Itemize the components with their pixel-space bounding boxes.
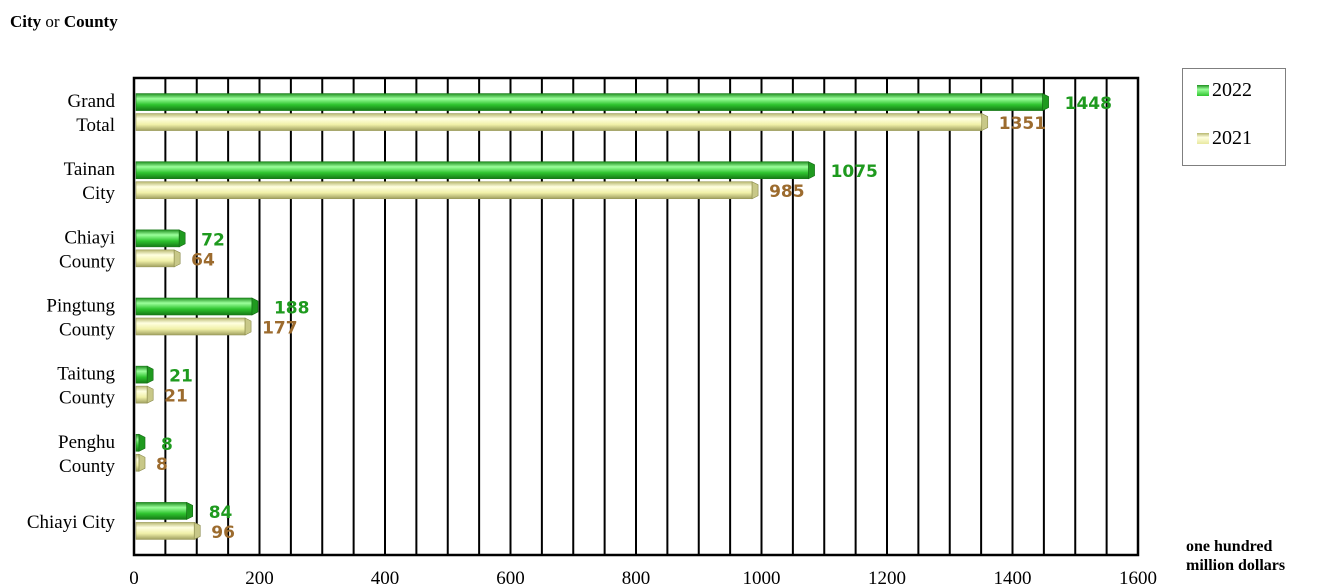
category-label-6-0: Chiayi City: [27, 512, 116, 533]
data-label-2022-3: 188: [274, 299, 310, 319]
bar-cap-2021-4: [146, 385, 154, 404]
data-label-2021-1: 985: [769, 182, 805, 202]
x-tick-label-5: 1000: [743, 568, 781, 588]
category-label-5-1: County: [59, 456, 115, 477]
category-label-3-1: County: [59, 320, 115, 341]
legend-item-2021: 2021: [1197, 127, 1252, 150]
category-label-4-0: Taitung: [57, 364, 115, 385]
category-label-2-1: County: [59, 251, 115, 272]
x-tick-label-8: 1600: [1119, 568, 1157, 588]
y-axis-title-connector: or: [45, 12, 60, 31]
data-label-2022-1: 1075: [831, 162, 878, 182]
bar-2021-0: [135, 113, 983, 131]
bar-cap-2022-6: [186, 501, 194, 520]
x-axis-unit-line-2: million dollars: [1186, 557, 1286, 574]
bar-2021-4: [135, 385, 148, 404]
bar-cap-2021-6: [193, 521, 201, 540]
bar-2021-2: [135, 249, 175, 268]
bar-cap-2022-3: [251, 297, 259, 316]
data-label-2021-6: 96: [211, 523, 235, 543]
legend-label-2021: 2021: [1212, 127, 1252, 149]
legend-swatch-2022: [1197, 85, 1209, 96]
x-tick-label-3: 600: [496, 568, 525, 588]
category-label-1-1: City: [82, 183, 115, 204]
legend-swatch-2021: [1197, 133, 1209, 144]
x-tick-label-1: 200: [245, 568, 274, 588]
y-axis-title-main: City: [10, 12, 42, 31]
data-label-2021-4: 21: [164, 387, 188, 407]
bar-2022-6: [135, 502, 188, 520]
bar-2022-5: [135, 433, 140, 452]
x-tick-label-7: 1400: [994, 568, 1032, 588]
category-label-0-1: Total: [76, 115, 115, 136]
bar-cap-2021-0: [981, 113, 989, 132]
category-label-2-0: Chiayi: [64, 227, 115, 248]
category-label-3-0: Pingtung: [46, 296, 115, 317]
x-tick-label-4: 800: [622, 568, 651, 588]
bar-cap-2022-4: [146, 365, 154, 384]
bar-cap-2021-5: [138, 453, 146, 472]
data-label-2021-3: 177: [262, 319, 298, 339]
x-axis-unit-line-1: one hundred: [1186, 538, 1273, 555]
bar-cap-2021-1: [751, 181, 759, 200]
category-label-0-0: Grand: [68, 91, 116, 112]
legend-label-2022: 2022: [1212, 79, 1252, 101]
category-label-1-0: Tainan: [64, 159, 116, 180]
chart-legend: 2022 2021: [1182, 68, 1286, 166]
x-tick-label-6: 1200: [868, 568, 906, 588]
x-axis-unit-label: one hundred million dollars: [1186, 537, 1285, 575]
bar-2022-0: [135, 93, 1043, 111]
x-tick-label-2: 400: [371, 568, 400, 588]
data-label-2021-5: 8: [156, 455, 168, 475]
legend-item-2022: 2022: [1197, 79, 1252, 102]
x-tick-label-0: 0: [129, 568, 139, 588]
bar-cap-2022-1: [808, 161, 815, 180]
bar-cap-2021-2: [173, 249, 181, 268]
bar-cap-2022-5: [138, 433, 146, 452]
data-label-2022-0: 1448: [1065, 94, 1112, 114]
data-label-2022-4: 21: [169, 367, 193, 387]
bar-2021-1: [135, 181, 753, 200]
category-label-5-0: Penghu: [58, 432, 116, 453]
data-label-2022-6: 84: [209, 503, 233, 523]
bar-cap-2021-3: [244, 317, 252, 336]
plot-border: [132, 76, 1140, 557]
bar-2022-1: [135, 161, 809, 180]
data-label-2021-2: 64: [191, 250, 215, 270]
bar-2021-6: [135, 522, 195, 540]
bar-2021-5: [135, 453, 140, 472]
bar-2022-3: [135, 297, 253, 316]
bar-2021-3: [135, 317, 246, 336]
bar-cap-2022-2: [178, 229, 186, 248]
bar-2022-2: [135, 229, 180, 248]
category-label-4-1: County: [59, 388, 115, 409]
data-label-2022-2: 72: [201, 230, 225, 250]
y-axis-title: City or County: [10, 12, 118, 32]
bar-cap-2022-0: [1042, 93, 1049, 112]
bar-2022-4: [135, 365, 148, 384]
y-axis-title-tail: County: [63, 12, 118, 31]
data-label-2021-0: 1351: [999, 114, 1046, 134]
data-label-2022-5: 8: [161, 435, 173, 455]
